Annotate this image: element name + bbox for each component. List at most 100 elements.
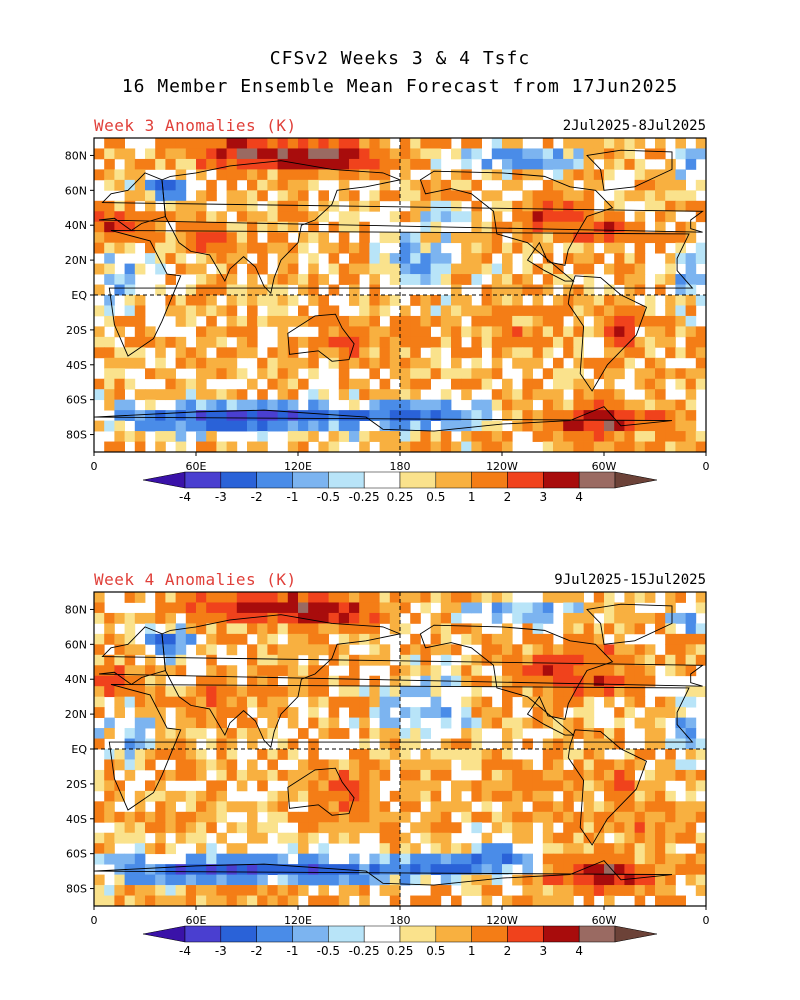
anomaly-cell — [665, 759, 676, 771]
anomaly-cell — [614, 263, 625, 275]
anomaly-cell — [440, 420, 452, 432]
anomaly-cell — [308, 389, 319, 401]
anomaly-cell — [196, 378, 207, 390]
anomaly-cell — [298, 874, 309, 886]
anomaly-cell — [573, 717, 584, 729]
anomaly-cell — [522, 769, 533, 781]
anomaly-cell — [451, 738, 462, 750]
anomaly-cell — [206, 633, 217, 645]
anomaly-cell — [675, 305, 686, 317]
anomaly-cell — [145, 822, 156, 834]
anomaly-cell — [134, 696, 146, 708]
anomaly-cell — [553, 707, 564, 718]
anomaly-cell — [145, 707, 156, 718]
anomaly-cell — [308, 431, 319, 442]
anomaly-cell — [522, 190, 533, 202]
anomaly-cell — [400, 420, 411, 432]
australia-coastline — [287, 767, 355, 816]
anomaly-cell — [614, 602, 625, 614]
anomaly-cell — [277, 368, 289, 380]
anomaly-cell — [461, 665, 472, 677]
anomaly-cell — [226, 707, 238, 718]
anomaly-cell — [216, 169, 227, 181]
anomaly-cell — [134, 728, 146, 739]
anomaly-cell — [226, 420, 238, 432]
anomaly-cell — [196, 274, 207, 285]
anomaly-cell — [420, 864, 431, 875]
anomaly-cell — [491, 169, 503, 181]
anomaly-cell — [542, 274, 554, 285]
anomaly-cell — [502, 389, 513, 401]
anomaly-cell — [665, 295, 676, 306]
anomaly-cell — [206, 399, 217, 411]
anomaly-cell — [145, 179, 156, 191]
anomaly-cell — [563, 811, 574, 823]
anomaly-cell — [318, 822, 329, 834]
lon-tick-label: 180 — [390, 914, 411, 927]
anomaly-cell — [359, 790, 370, 802]
anomaly-cell — [104, 336, 115, 348]
anomaly-cell — [604, 158, 615, 170]
anomaly-cell — [216, 602, 227, 614]
anomaly-cell — [359, 707, 370, 718]
anomaly-cell — [134, 843, 146, 855]
anomaly-cell — [624, 315, 635, 327]
anomaly-cell — [593, 769, 605, 781]
anomaly-cell — [440, 592, 452, 603]
anomaly-cell — [461, 138, 472, 149]
anomaly-cell — [502, 242, 513, 254]
anomaly-cell — [94, 242, 105, 254]
anomaly-cell — [114, 315, 125, 327]
anomaly-cell — [614, 633, 625, 645]
anomaly-cell — [349, 665, 360, 677]
anomaly-cell — [624, 801, 635, 813]
anomaly-cell — [440, 623, 452, 635]
anomaly-cell — [553, 832, 564, 844]
colorbar-label: 4 — [575, 490, 583, 504]
anomaly-cell — [308, 211, 319, 223]
anomaly-cell — [369, 822, 380, 834]
anomaly-cell — [553, 895, 564, 907]
anomaly-cell — [614, 368, 625, 380]
anomaly-cell — [389, 399, 401, 411]
anomaly-cell — [532, 169, 544, 181]
anomaly-cell — [461, 326, 472, 338]
anomaly-cell — [308, 336, 319, 348]
anomaly-cell — [155, 347, 166, 359]
anomaly-cell — [247, 738, 258, 750]
anomaly-cell — [522, 420, 533, 432]
anomaly-cell — [104, 895, 115, 907]
anomaly-cell — [542, 843, 554, 855]
anomaly-cell — [257, 190, 268, 202]
anomaly-cell — [318, 420, 329, 432]
anomaly-cell — [206, 305, 217, 317]
anomaly-cell — [155, 592, 166, 603]
anomaly-cell — [532, 431, 544, 442]
anomaly-cell — [114, 874, 125, 886]
anomaly-cell — [583, 790, 595, 802]
anomaly-cell — [155, 253, 166, 264]
anomaly-cell — [328, 717, 340, 729]
anomaly-cell — [461, 158, 472, 170]
anomaly-cell — [461, 623, 472, 635]
anomaly-cell — [308, 221, 319, 233]
anomaly-cell — [369, 864, 380, 875]
anomaly-cell — [287, 717, 299, 729]
anomaly-cell — [226, 158, 238, 170]
anomaly-cell — [165, 305, 176, 317]
anomaly-cell — [267, 717, 278, 729]
anomaly-cell — [165, 200, 176, 212]
anomaly-cell — [634, 822, 646, 834]
anomaly-cell — [583, 326, 595, 338]
anomaly-cell — [389, 295, 401, 306]
anomaly-cell — [614, 665, 625, 677]
anomaly-cell — [512, 780, 523, 792]
anomaly-cell — [226, 612, 238, 624]
anomaly-cell — [155, 780, 166, 792]
anomaly-cell — [542, 801, 554, 813]
anomaly-cell — [379, 148, 391, 160]
anomaly-cell — [542, 612, 554, 624]
anomaly-cell — [655, 200, 666, 212]
anomaly-cell — [338, 315, 350, 327]
anomaly-cell — [267, 686, 278, 698]
